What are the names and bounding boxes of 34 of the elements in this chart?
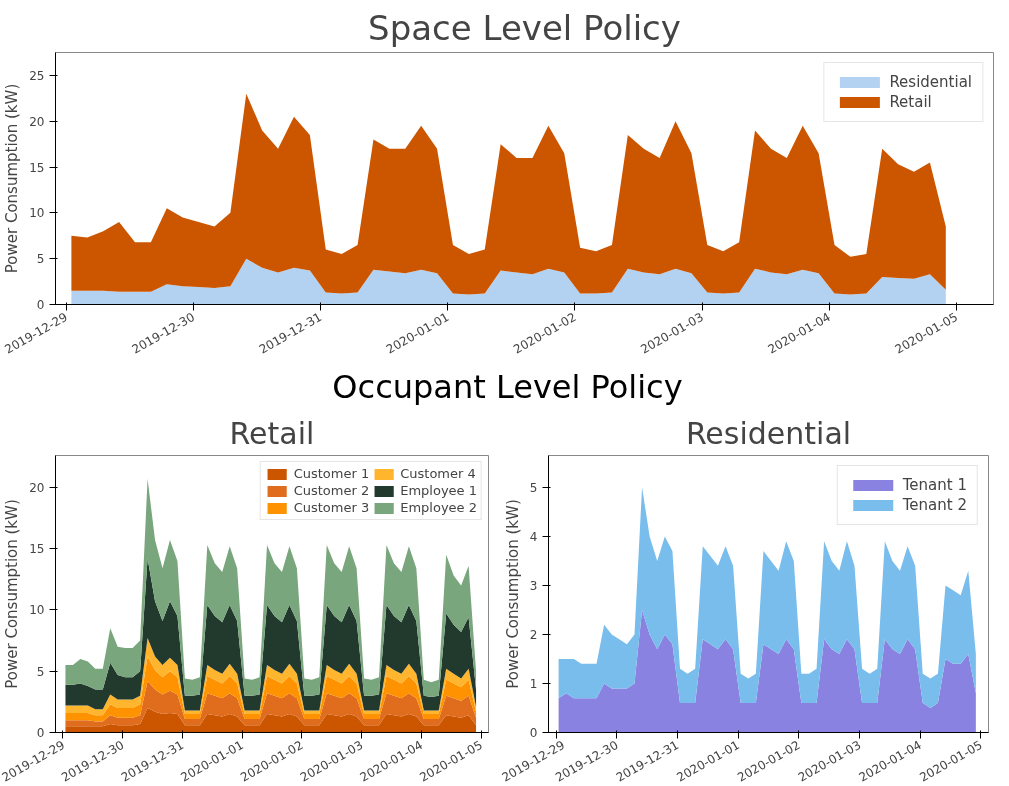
y-tick-label: 5 [529, 480, 538, 495]
y-tick-label: 20 [29, 480, 45, 495]
y-tick-label: 20 [29, 114, 45, 129]
legend-label: Customer 2 [293, 483, 370, 498]
y-axis-title: Power Consumption (kW) [3, 83, 22, 274]
y-tick-label: 5 [36, 252, 45, 267]
y-axis-title: Power Consumption (kW) [503, 499, 522, 689]
y-tick-label: 4 [529, 529, 538, 544]
y-tick-label: 10 [29, 603, 45, 618]
legend-label: Tenant 2 [902, 496, 967, 514]
y-tick-label: 0 [529, 726, 538, 740]
y-tick-label: 5 [36, 664, 45, 679]
legend-label: Employee 1 [400, 483, 477, 498]
y-tick-label: 2 [529, 627, 538, 642]
y-axis-title: Power Consumption (kW) [3, 499, 22, 689]
legend-label: Tenant 1 [902, 476, 967, 494]
y-tick-label: 0 [36, 298, 45, 312]
y-tick-label: 15 [29, 160, 45, 175]
legend-label: Customer 4 [400, 466, 476, 481]
y-tick-label: 0 [36, 726, 45, 740]
chart-title: Residential [685, 415, 852, 451]
legend-label: Customer 3 [293, 500, 370, 515]
chart-title: Space Level Policy [368, 7, 681, 48]
y-tick-label: 25 [29, 68, 45, 83]
legend-label: Employee 2 [400, 500, 477, 515]
y-tick-label: 3 [529, 578, 538, 593]
y-tick-label: 15 [29, 542, 45, 557]
legend-label: Residential [889, 73, 972, 91]
y-tick-label: 10 [29, 206, 45, 221]
text: Occupant Level Policy [332, 367, 683, 408]
chart-title: Retail [229, 415, 315, 451]
y-tick-label: 1 [529, 676, 538, 691]
legend-label: Retail [889, 93, 932, 111]
legend-label: Customer 1 [293, 466, 370, 481]
